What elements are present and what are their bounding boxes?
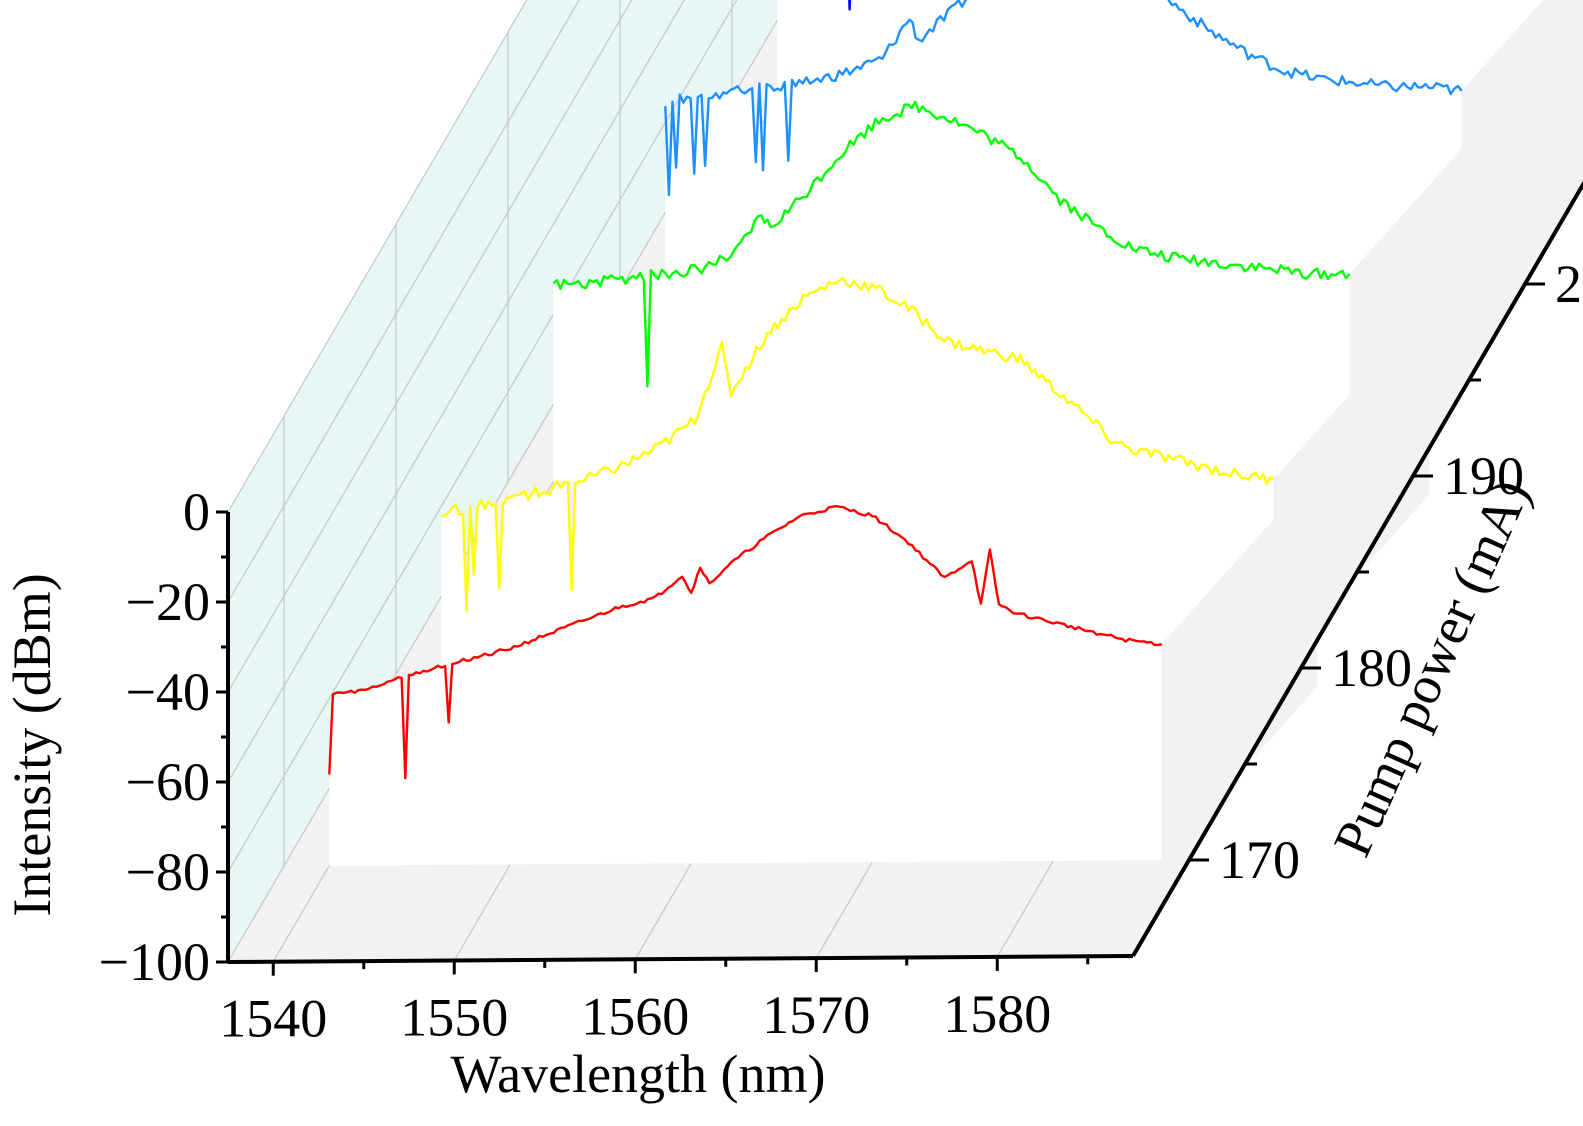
series-occluder — [441, 278, 1274, 674]
series-occluder — [329, 506, 1162, 866]
y-axis-ticks: 0 −20 −40 −60 −80 −100 — [99, 482, 228, 992]
x-tick-label: 1550 — [400, 988, 508, 1048]
series-line-170 — [328, 504, 1163, 780]
series-layer — [328, 0, 1583, 866]
x-axis-ticks: 1540 1550 1560 1570 1580 — [219, 956, 1090, 1049]
y-tick-label: −80 — [126, 842, 210, 902]
x-tick-label: 1580 — [943, 984, 1051, 1044]
y-tick-label: 0 — [183, 482, 210, 542]
x-tick-label: 1570 — [762, 985, 870, 1045]
series-line-190 — [552, 100, 1351, 388]
series-line-200 — [664, 0, 1463, 197]
series-line-180 — [440, 276, 1275, 612]
z-tick-label: 170 — [1219, 830, 1300, 890]
z-tick-label: 190 — [1443, 446, 1524, 506]
z-tick-label: 180 — [1331, 638, 1412, 698]
y-axis-title: Intensity (dBm) — [2, 573, 62, 916]
x-axis-line — [227, 954, 1134, 964]
y-tick-label: −40 — [126, 662, 210, 722]
x-tick-label: 1560 — [581, 986, 689, 1046]
z-axis-ticks: 170180190200210 — [1189, 186, 1583, 890]
x-tick-label: 1540 — [219, 989, 327, 1049]
y-tick-label: −100 — [99, 932, 210, 992]
z-tick-label: 200 — [1555, 254, 1583, 314]
y-tick-label: −60 — [126, 752, 210, 812]
series-plinth — [1161, 471, 1317, 861]
x-axis-title: Wavelength (nm) — [450, 1044, 825, 1104]
y-tick-label: −20 — [126, 572, 210, 632]
